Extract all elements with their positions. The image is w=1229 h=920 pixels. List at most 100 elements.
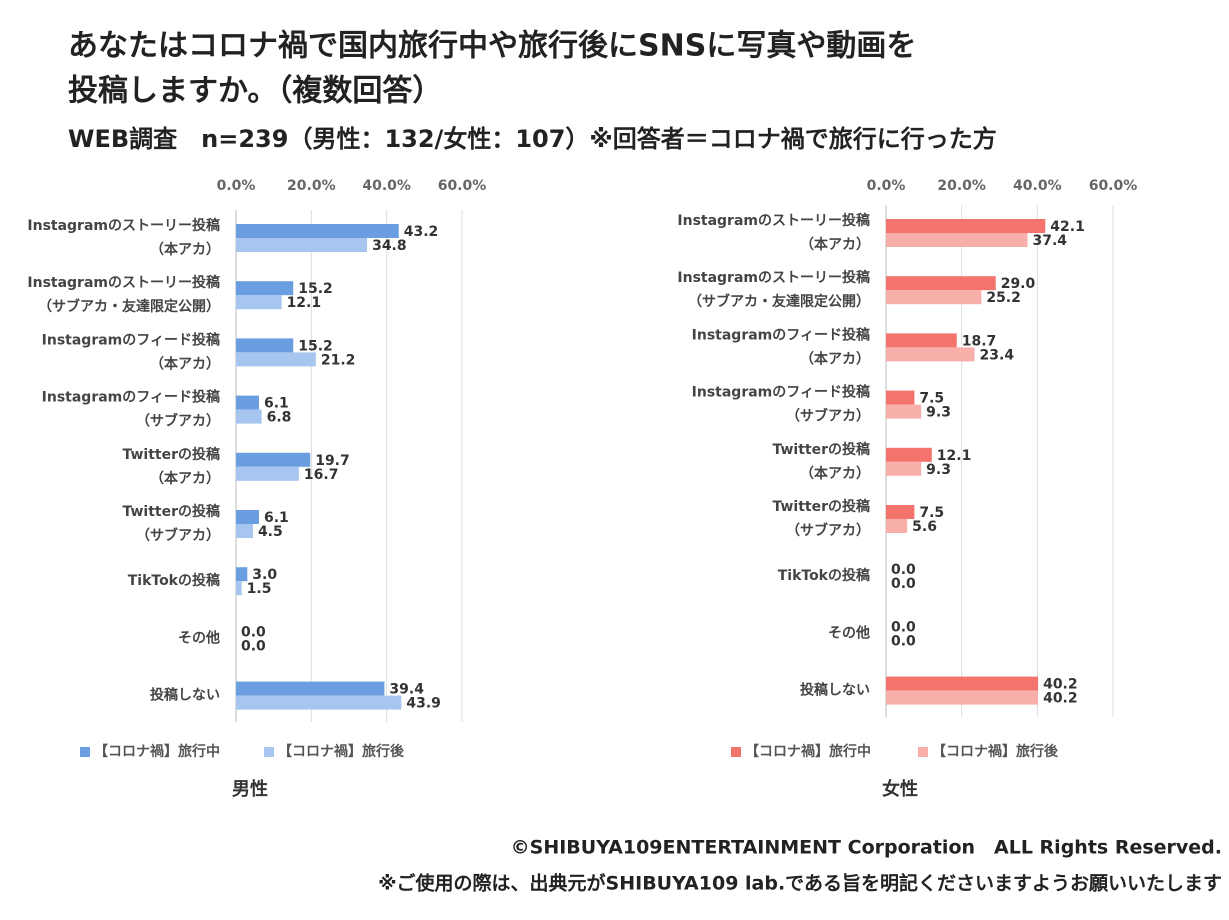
value-label: 9.3 (926, 462, 951, 478)
chart-title: 女性 (882, 778, 918, 800)
bar (886, 333, 957, 348)
value-label: 18.7 (962, 333, 997, 349)
category-label: その他 (828, 624, 870, 641)
bar (886, 690, 1039, 705)
x-tick-label: 20.0% (937, 178, 986, 194)
value-label: 0.0 (891, 562, 916, 578)
legend-label: 【コロナ禍】旅行後 (278, 743, 405, 760)
value-label: 0.0 (891, 576, 916, 592)
value-label: 0.0 (891, 619, 916, 635)
category-label: Instagramのフィード投稿（サブアカ） (692, 384, 870, 425)
value-label: 0.0 (241, 624, 266, 640)
bar (236, 338, 294, 353)
bar (236, 452, 311, 467)
bar (236, 281, 294, 296)
bar (886, 447, 932, 462)
value-label: 15.2 (298, 338, 333, 354)
x-tick-label: 20.0% (287, 178, 336, 194)
category-label: Instagramのフィード投稿（サブアカ） (42, 389, 220, 430)
bar (886, 505, 915, 519)
value-label: 9.3 (926, 405, 951, 421)
value-label: 12.1 (937, 448, 972, 464)
value-label: 42.1 (1050, 219, 1085, 235)
x-tick-label: 40.0% (1013, 178, 1062, 194)
category-label: Twitterの投稿（本アカ） (772, 441, 870, 482)
category-label: Twitterの投稿（本アカ） (122, 446, 220, 487)
bar (236, 224, 399, 238)
x-tick-label: 60.0% (1089, 178, 1138, 194)
value-label: 40.2 (1043, 677, 1078, 693)
bar (886, 233, 1028, 247)
bar (886, 676, 1039, 691)
value-label: 6.8 (267, 410, 292, 426)
value-label: 19.7 (315, 453, 350, 469)
x-tick-label: 0.0% (217, 178, 256, 194)
x-tick-label: 60.0% (438, 178, 487, 194)
bar (236, 409, 262, 424)
legend-swatch (918, 747, 928, 757)
legend-swatch (731, 747, 741, 757)
category-label: Twitterの投稿（サブアカ） (122, 503, 220, 544)
bar (236, 238, 368, 252)
bar (236, 581, 242, 596)
value-label: 15.2 (298, 281, 333, 297)
x-tick-label: 40.0% (362, 178, 411, 194)
value-label: 4.5 (258, 524, 283, 540)
bar (886, 390, 915, 405)
category-label: 投稿しない (150, 687, 220, 704)
value-label: 7.5 (919, 391, 944, 407)
title: 投稿しますか。（複数回答） (68, 74, 442, 109)
value-label: 37.4 (1032, 233, 1067, 249)
bar (886, 519, 908, 533)
legend-swatch (80, 747, 90, 757)
legend-label: 【コロナ禍】旅行中 (94, 743, 220, 760)
value-label: 23.4 (980, 347, 1015, 363)
category-label: TikTokの投稿 (778, 567, 870, 584)
bar (886, 276, 996, 291)
bar (886, 347, 975, 362)
subtitle: WEB調査 n=239（男性：132/女性：107）※回答者＝コロナ禍で旅行に行… (68, 125, 997, 153)
value-label: 1.5 (247, 581, 272, 597)
value-label: 25.2 (986, 290, 1021, 306)
value-label: 43.2 (404, 224, 439, 240)
bar (236, 352, 316, 367)
bar (886, 290, 982, 305)
value-label: 7.5 (919, 505, 944, 521)
value-label: 3.0 (252, 567, 277, 583)
value-label: 12.1 (287, 295, 322, 311)
value-label: 29.0 (1001, 276, 1036, 292)
bar (236, 695, 402, 710)
value-label: 39.4 (389, 682, 424, 698)
bar (236, 466, 299, 481)
value-label: 6.1 (264, 510, 289, 526)
title: あなたはコロナ禍で国内旅行中や旅行後にSNSに写真や動画を (68, 29, 916, 64)
bar (236, 524, 253, 538)
bar (236, 681, 385, 696)
category-label: Twitterの投稿（サブアカ） (772, 498, 870, 539)
bar (886, 404, 922, 419)
legend-label: 【コロナ禍】旅行後 (932, 743, 1059, 760)
value-label: 40.2 (1043, 691, 1078, 707)
category-label: TikTokの投稿 (128, 572, 220, 589)
bar (236, 295, 282, 310)
value-label: 0.0 (241, 638, 266, 654)
bar (886, 219, 1046, 233)
category-label: その他 (178, 629, 220, 646)
value-label: 34.8 (372, 238, 407, 254)
category-label: Instagramのフィード投稿（本アカ） (42, 331, 220, 372)
category-label: Instagramのストーリー投稿（本アカ） (27, 217, 220, 258)
bar (886, 461, 922, 476)
footer: ※ご使用の際は、出典元がSHIBUYA109 lab.である旨を明記くださいます… (378, 872, 1222, 895)
bar (236, 510, 259, 524)
legend-swatch (264, 747, 274, 757)
value-label: 43.9 (406, 696, 441, 712)
category-label: Instagramのストーリー投稿（サブアカ・友達限定公開） (677, 269, 870, 310)
category-label: Instagramのストーリー投稿（サブアカ・友達限定公開） (27, 274, 220, 315)
x-tick-label: 0.0% (867, 178, 906, 194)
value-label: 16.7 (304, 467, 339, 483)
category-label: Instagramのストーリー投稿（本アカ） (677, 212, 870, 253)
value-label: 0.0 (891, 633, 916, 649)
category-label: 投稿しない (800, 682, 870, 699)
